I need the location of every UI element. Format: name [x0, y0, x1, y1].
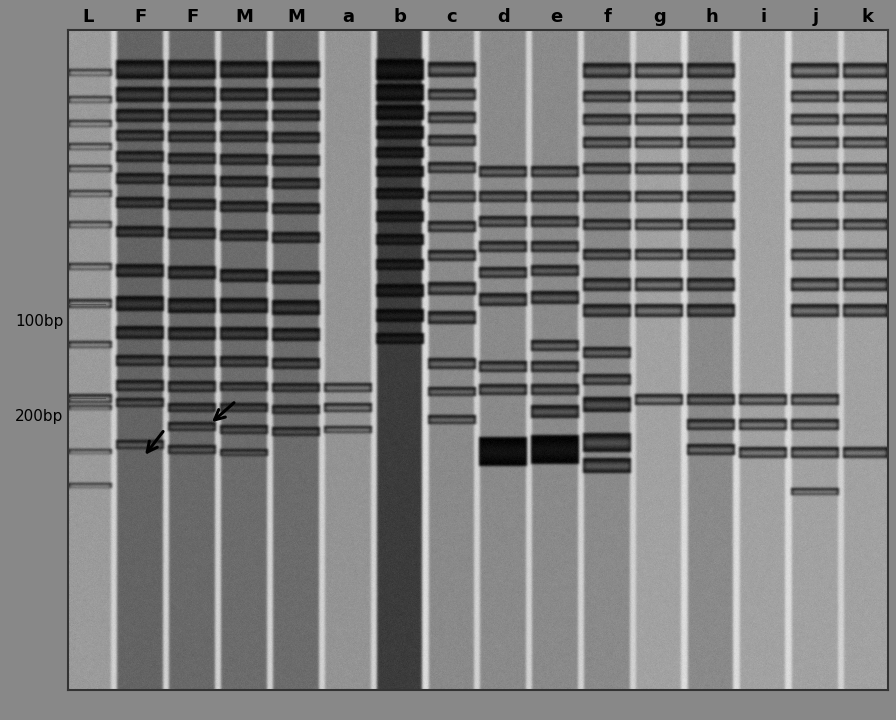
Text: F: F: [134, 9, 147, 27]
Text: d: d: [497, 9, 511, 27]
Text: h: h: [705, 9, 718, 27]
Text: e: e: [550, 9, 562, 27]
Text: a: a: [342, 9, 354, 27]
Text: c: c: [447, 9, 457, 27]
Text: b: b: [393, 9, 407, 27]
Text: i: i: [761, 9, 767, 27]
Text: L: L: [82, 9, 94, 27]
Text: M: M: [236, 9, 254, 27]
Text: g: g: [653, 9, 666, 27]
Text: f: f: [604, 9, 612, 27]
Text: M: M: [288, 9, 306, 27]
Text: F: F: [186, 9, 199, 27]
Text: k: k: [861, 9, 874, 27]
Text: 200bp: 200bp: [15, 409, 64, 423]
Text: 100bp: 100bp: [15, 314, 64, 329]
Text: j: j: [813, 9, 819, 27]
